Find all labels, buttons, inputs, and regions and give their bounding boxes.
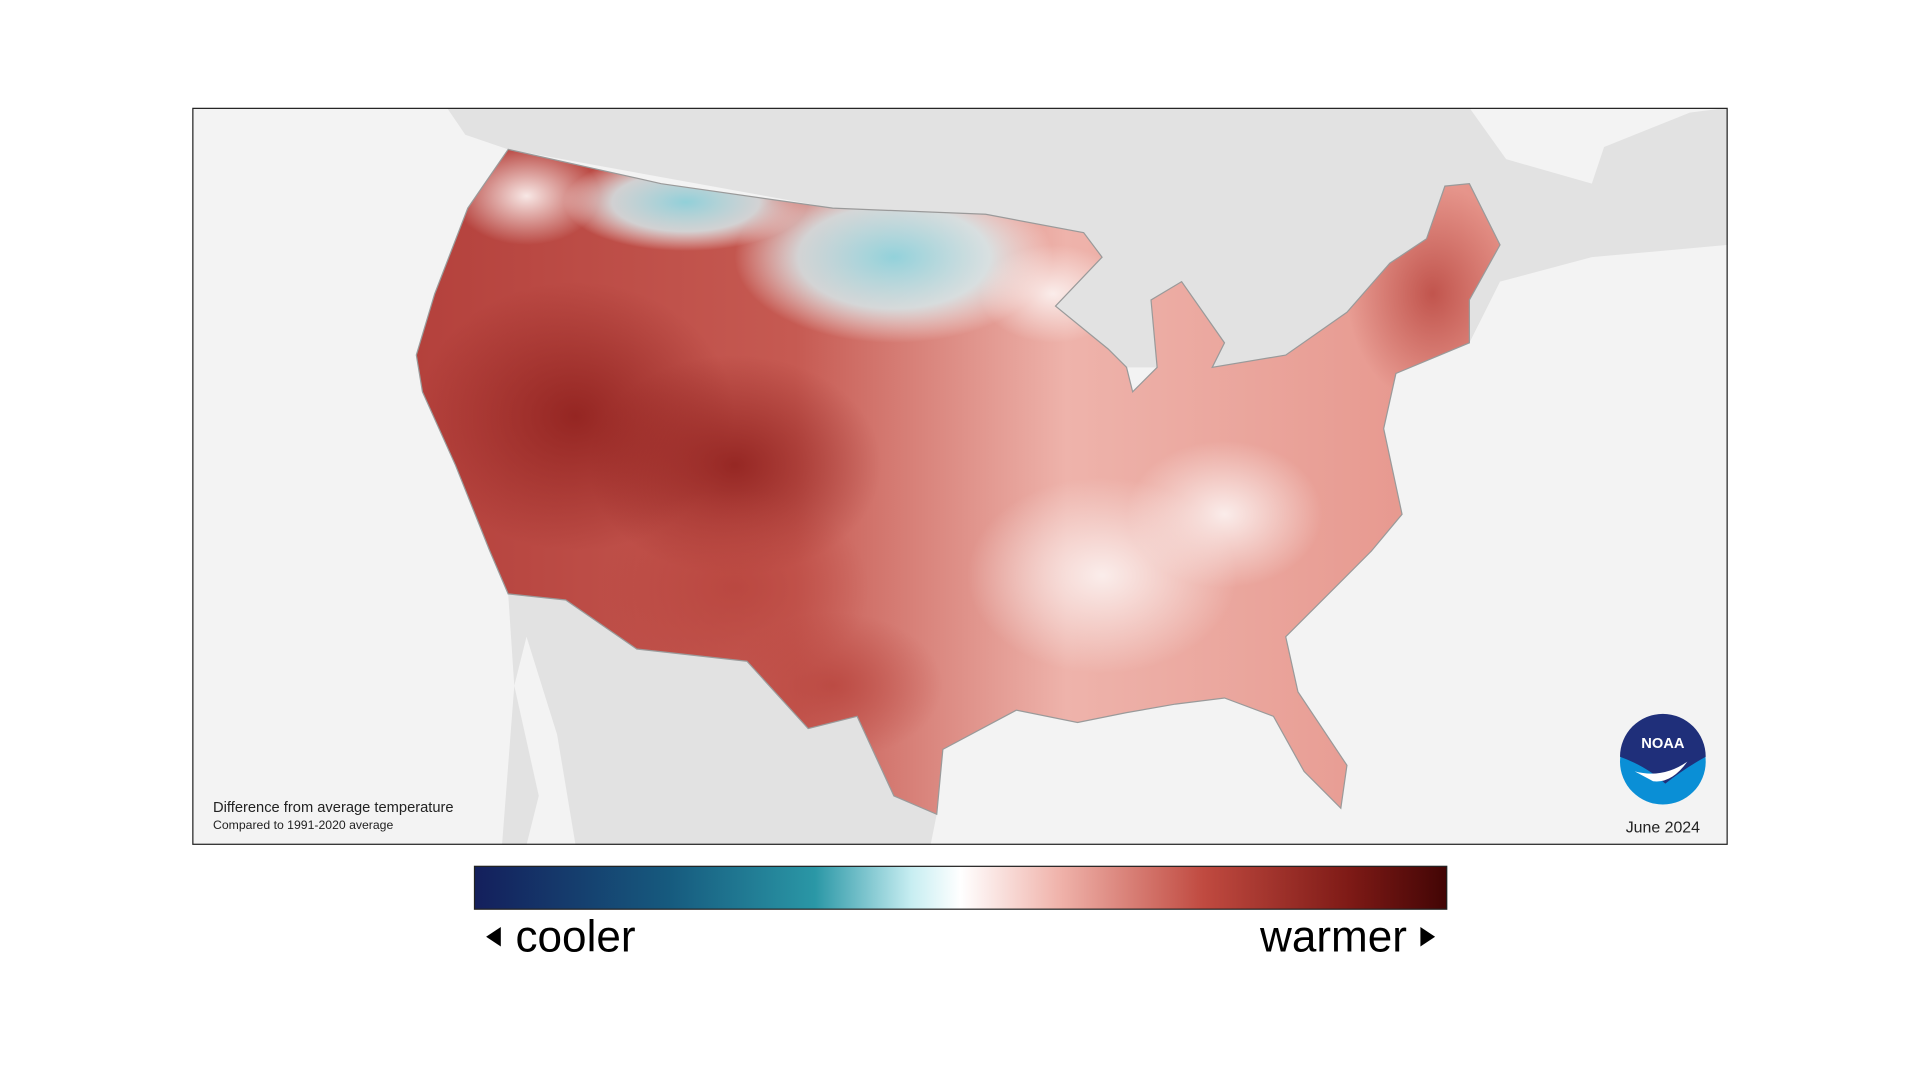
low-label: cooler	[516, 912, 636, 961]
map-area	[192, 107, 1728, 845]
logo-top	[1620, 713, 1706, 784]
high-label: warmer	[1259, 912, 1407, 961]
logo-text: NOAA	[1641, 736, 1685, 752]
warmer-arrow	[1420, 926, 1436, 947]
color-scale	[473, 865, 1448, 910]
mexico	[502, 593, 937, 845]
date-label: June 2024	[1626, 820, 1700, 837]
logo-bird	[1634, 761, 1688, 782]
caption-subtitle: Compared to 1991-2020 average	[213, 818, 393, 832]
map-frame	[192, 107, 1728, 845]
cooler-arrow	[486, 926, 501, 947]
noaa-logo: NOAA	[1620, 713, 1706, 805]
caption-title: Difference from average temperature	[213, 800, 454, 816]
